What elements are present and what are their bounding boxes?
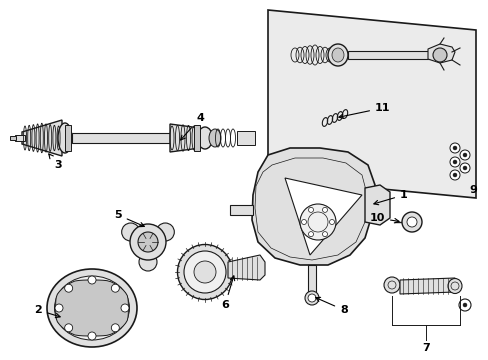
Circle shape [449,170,459,180]
Text: 8: 8 [315,297,347,315]
Circle shape [55,304,63,312]
Circle shape [88,332,96,340]
Polygon shape [347,51,429,59]
Circle shape [449,143,459,153]
Circle shape [383,277,399,293]
Circle shape [459,150,469,160]
Circle shape [462,166,466,170]
Text: 7: 7 [421,343,429,353]
Polygon shape [399,278,454,294]
Text: 9: 9 [468,185,476,195]
Ellipse shape [139,253,157,271]
Circle shape [452,146,456,150]
Ellipse shape [327,44,347,66]
Circle shape [322,207,327,212]
Ellipse shape [156,223,174,241]
Ellipse shape [177,244,232,300]
Polygon shape [56,280,128,336]
Ellipse shape [331,48,343,62]
Ellipse shape [122,223,140,241]
Circle shape [308,207,313,212]
Ellipse shape [208,129,221,147]
Circle shape [111,324,119,332]
Text: 4: 4 [180,113,203,140]
Ellipse shape [305,291,318,305]
Text: 2: 2 [34,305,60,318]
Polygon shape [170,124,200,152]
Ellipse shape [447,279,461,293]
Polygon shape [237,131,254,145]
Text: 10: 10 [369,213,398,223]
Ellipse shape [406,217,416,227]
Text: 3: 3 [49,154,61,170]
Polygon shape [427,44,454,63]
Ellipse shape [54,276,129,340]
Circle shape [64,284,73,292]
Circle shape [459,163,469,173]
Circle shape [299,204,335,240]
Circle shape [462,303,466,307]
Polygon shape [251,148,374,265]
Ellipse shape [58,123,72,153]
Circle shape [452,160,456,164]
Ellipse shape [197,127,212,149]
Polygon shape [65,125,71,151]
Circle shape [130,224,165,260]
Ellipse shape [194,261,216,283]
Polygon shape [364,185,389,225]
Polygon shape [10,136,16,140]
Circle shape [121,304,129,312]
Polygon shape [307,265,315,295]
Circle shape [308,231,313,237]
Text: 6: 6 [221,276,234,310]
Circle shape [452,173,456,177]
Ellipse shape [183,251,225,293]
Polygon shape [285,178,361,255]
Ellipse shape [47,269,137,347]
Circle shape [462,153,466,157]
Polygon shape [22,120,62,156]
Circle shape [322,231,327,237]
Polygon shape [15,135,25,141]
Ellipse shape [401,212,421,232]
Circle shape [329,220,334,225]
Circle shape [432,48,446,62]
Circle shape [111,284,119,292]
Text: 1: 1 [373,190,407,205]
Circle shape [307,294,315,302]
Circle shape [301,220,306,225]
Circle shape [88,276,96,284]
Text: 11: 11 [338,103,390,118]
Polygon shape [194,125,200,151]
Polygon shape [267,10,475,198]
Circle shape [64,324,73,332]
Text: 5: 5 [114,210,144,227]
Circle shape [138,232,158,252]
Circle shape [449,157,459,167]
Polygon shape [72,133,175,143]
Polygon shape [227,255,264,280]
Polygon shape [229,205,252,215]
